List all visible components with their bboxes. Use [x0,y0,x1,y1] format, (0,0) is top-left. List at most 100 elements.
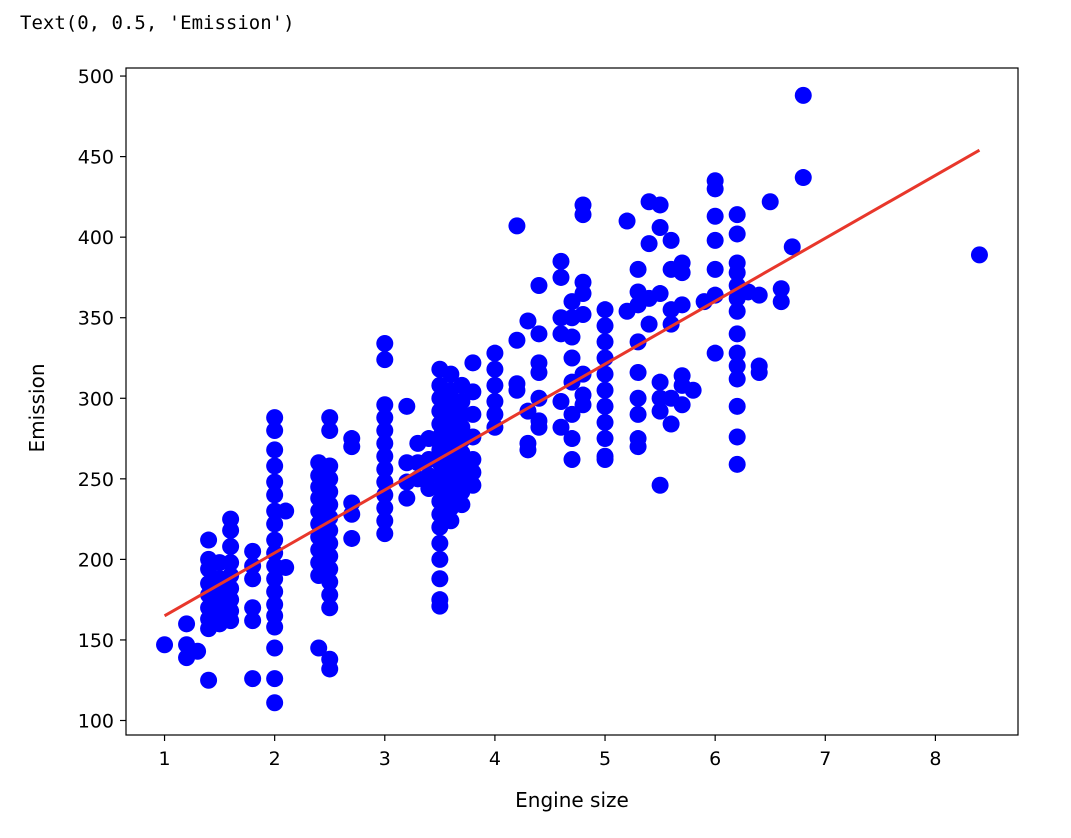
data-point [321,521,339,539]
y-tick-label: 500 [78,66,114,88]
x-tick-label: 3 [379,748,391,770]
data-point [321,573,339,591]
data-point [596,365,614,383]
data-point [486,360,504,378]
data-point [266,422,284,439]
data-point [200,531,218,549]
data-point [651,476,669,494]
data-point [244,612,262,630]
data-point [244,599,262,617]
data-point [266,409,284,427]
data-point [431,570,449,588]
data-point [563,328,581,346]
x-tick-label: 6 [709,748,721,770]
data-point [574,285,592,303]
data-point [651,196,669,214]
data-point [629,438,647,456]
data-point [761,193,779,211]
data-point [464,354,482,372]
data-point [376,447,394,465]
x-tick-label: 2 [269,748,281,770]
data-point [728,225,746,243]
data-point [794,169,812,187]
data-point [376,512,394,530]
x-axis: 1 2 3 4 5 6 7 8 [158,735,941,770]
data-point [376,422,394,439]
data-point [321,470,339,488]
data-point [189,642,207,660]
data-point [277,502,295,520]
data-point [508,331,526,349]
data-point [728,428,746,446]
data-point [464,405,482,423]
data-point [728,344,746,362]
y-tick-label: 300 [78,388,114,410]
y-tick-label: 100 [78,711,114,733]
fit-line [163,148,981,618]
data-point [431,534,449,552]
points-layer [156,86,988,712]
data-point [728,206,746,224]
data-point [530,418,548,436]
data-point [321,560,339,578]
cell-output-text: Text(0, 0.5, 'Emission') [20,12,295,34]
y-axis: 100 150 200 250 300 350 400 450 500 [78,66,126,733]
data-point [552,418,570,436]
data-point [376,460,394,478]
data-point [376,396,394,414]
data-point [596,397,614,415]
data-point [673,396,691,414]
data-point [442,512,460,530]
data-point [222,612,240,630]
data-point [783,238,801,256]
data-point [453,393,471,410]
data-point [343,529,361,547]
data-point [596,381,614,399]
data-point [321,422,339,439]
data-point [640,235,658,253]
data-point [310,639,328,657]
data-point [156,636,174,654]
data-point [222,554,240,572]
data-point [651,285,669,303]
data-point [442,365,460,383]
data-point [486,393,504,410]
data-point [519,312,537,330]
data-point [772,280,790,298]
y-tick-label: 200 [78,549,114,571]
data-point [343,438,361,456]
data-point [244,542,262,560]
data-point [464,463,482,481]
y-tick-label: 150 [78,630,114,652]
data-point [618,212,636,230]
data-point [486,376,504,394]
data-point [321,509,339,526]
data-point [596,317,614,335]
data-point [266,441,284,459]
data-point [574,396,592,414]
data-point [651,373,669,391]
data-point [552,252,570,270]
data-point [706,260,724,278]
data-point [706,207,724,225]
data-point [970,246,988,264]
data-point [178,615,196,633]
data-point [706,180,724,198]
fit-line-layer [163,148,981,618]
data-point [321,599,339,617]
data-point [222,521,240,539]
data-point [376,525,394,543]
data-point [464,383,482,401]
y-tick-label: 450 [78,147,114,169]
data-point [453,418,471,436]
data-point [376,351,394,369]
data-point [486,405,504,423]
data-point [266,694,284,712]
data-point [640,315,658,333]
data-point [651,402,669,420]
data-point [376,409,394,427]
data-point [574,206,592,224]
data-point [244,670,262,688]
x-tick-label: 1 [158,748,170,770]
data-point [277,558,295,576]
